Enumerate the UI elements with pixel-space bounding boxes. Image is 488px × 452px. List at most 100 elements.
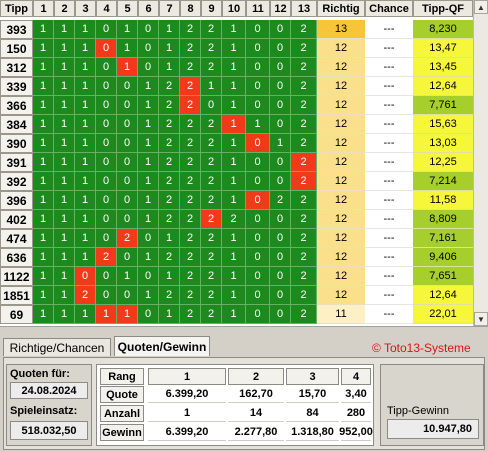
quoten-anzahl-1: 1 [148,405,226,422]
quoten-table: Rang 1 2 3 4 Quote 6.399,20 162,70 15,70 3,40 Anza… [96,364,374,446]
header-game-1[interactable]: 1 [33,0,54,17]
tipp-cell: 0 [270,210,291,229]
tipp-cell: 2 [180,210,201,229]
tipp-cell: 0 [96,267,117,286]
header-game-4[interactable]: 4 [96,0,117,17]
tipp-cell: 0 [270,305,291,324]
tipp-cell: 2 [201,20,222,39]
header-game-11[interactable]: 11 [246,0,270,17]
chance-value: --- [365,77,413,96]
scroll-up-button[interactable]: ▲ [474,0,488,14]
richtig-value: 12 [317,77,365,96]
quoten-row-label-quote: Quote [100,386,144,403]
tipp-cell: 2 [159,210,180,229]
tipp-cell: 2 [291,20,317,39]
header-tipp[interactable]: Tipp [0,0,33,17]
header-game-12[interactable]: 12 [270,0,291,17]
tipp-cell: 2 [291,172,317,191]
tipp-cell: 1 [222,20,246,39]
tipp-number[interactable]: 392 [0,172,33,191]
tipp-cell: 2 [201,248,222,267]
tipp-cell: 1 [54,96,75,115]
header-game-13[interactable]: 13 [291,0,317,17]
tipp-cell: 0 [138,39,159,58]
header-richtig[interactable]: Richtig [317,0,365,17]
tipp-number[interactable]: 69 [0,305,33,324]
richtig-value: 12 [317,248,365,267]
tipp-number[interactable]: 393 [0,20,33,39]
tipp-cell: 1 [54,20,75,39]
tipp-cell: 1 [138,96,159,115]
tipp-number[interactable]: 474 [0,229,33,248]
header-game-6[interactable]: 6 [138,0,159,17]
tipp-number[interactable]: 1122 [0,267,33,286]
scroll-down-button[interactable]: ▼ [474,312,488,326]
quoten-rang-4: 4 [341,368,371,385]
tipp-cell: 0 [270,20,291,39]
tipp-cell: 1 [159,20,180,39]
tipp-cell: 1 [75,58,96,77]
header-chance[interactable]: Chance [365,0,413,17]
tipp-cell: 1 [270,134,291,153]
tipp-cell: 2 [180,96,201,115]
tipp-cell: 1 [222,134,246,153]
tipp-cell: 2 [75,286,96,305]
vertical-scrollbar[interactable]: ▲ ▼ [473,0,488,326]
tipp-number[interactable]: 384 [0,115,33,134]
chance-value: --- [365,58,413,77]
tipp-number[interactable]: 636 [0,248,33,267]
tipp-cell: 1 [138,153,159,172]
header-game-10[interactable]: 10 [222,0,246,17]
tipp-cell: 0 [117,96,138,115]
tipp-number[interactable]: 396 [0,191,33,210]
tipp-number[interactable]: 339 [0,77,33,96]
richtig-value: 12 [317,229,365,248]
richtig-value: 12 [317,210,365,229]
header-game-3[interactable]: 3 [75,0,96,17]
header-game-9[interactable]: 9 [201,0,222,17]
tipp-number[interactable]: 391 [0,153,33,172]
header-game-7[interactable]: 7 [159,0,180,17]
chance-value: --- [365,115,413,134]
header-game-5[interactable]: 5 [117,0,138,17]
tipp-cell: 1 [138,210,159,229]
copyright-text: © Toto13-Systeme [372,341,471,355]
tipp-number[interactable]: 366 [0,96,33,115]
tipp-cell: 2 [201,172,222,191]
tipp-cell: 2 [222,210,246,229]
tipp-cell: 1 [54,115,75,134]
richtig-value: 12 [317,58,365,77]
tipp-cell: 1 [54,39,75,58]
tipp-number[interactable]: 150 [0,39,33,58]
tipp-number[interactable]: 312 [0,58,33,77]
tipp-cell: 1 [75,134,96,153]
tipp-cell: 2 [201,134,222,153]
tipp-qf-value: 7,214 [413,172,473,191]
tipp-cell: 0 [138,267,159,286]
header-tipp-qf[interactable]: Tipp-QF [413,0,473,17]
header-game-8[interactable]: 8 [180,0,201,17]
tipp-cell: 1 [138,172,159,191]
tipp-grid: Tipp 1 2 3 4 5 6 7 8 9 10 11 12 13 Richtig Chance Tipp-Q… [0,0,473,326]
tipp-number[interactable]: 1851 [0,286,33,305]
tipp-cell: 2 [159,286,180,305]
tipp-cell: 0 [246,39,270,58]
tipp-cell: 1 [75,210,96,229]
tipp-cell: 2 [291,153,317,172]
tipp-cell: 1 [222,305,246,324]
chance-value: --- [365,134,413,153]
tab-richtige-chancen[interactable]: Richtige/Chancen [3,338,111,356]
tipp-number[interactable]: 402 [0,210,33,229]
header-game-2[interactable]: 2 [54,0,75,17]
tipp-cell: 0 [270,96,291,115]
richtig-value: 12 [317,134,365,153]
tipp-cell: 1 [33,267,54,286]
tipp-cell: 1 [117,20,138,39]
tipp-cell: 0 [270,286,291,305]
tipp-cell: 1 [117,39,138,58]
tipp-cell: 0 [96,20,117,39]
tab-quoten-gewinn[interactable]: Quoten/Gewinn [114,336,210,356]
quoten-anzahl-4: 280 [341,405,371,422]
tipp-number[interactable]: 390 [0,134,33,153]
tipp-cell: 0 [246,20,270,39]
